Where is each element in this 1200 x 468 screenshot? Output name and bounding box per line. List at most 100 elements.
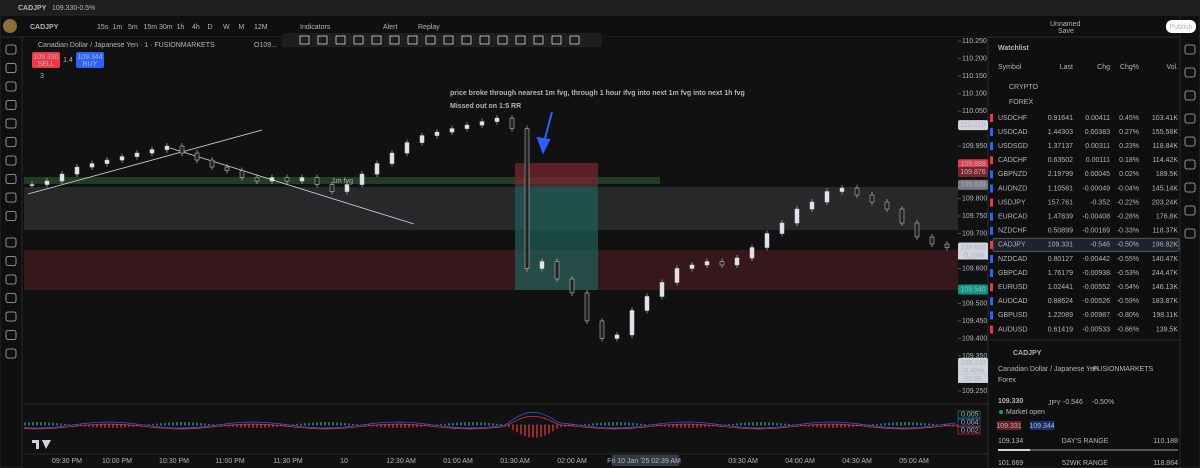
drawing-tool[interactable] <box>533 35 544 45</box>
watchlist-cell[interactable]: 1.47839 <box>1048 214 1073 221</box>
watchlist-cell[interactable]: 176.8K <box>1156 214 1179 221</box>
interval[interactable]: 5m <box>128 24 138 31</box>
watchlist-cell[interactable]: 157.761 <box>1048 199 1073 206</box>
watchlist-cell[interactable]: 155.58K <box>1152 129 1178 136</box>
watchlist-cell[interactable]: -0.86% <box>1117 326 1139 333</box>
watchlist-cell[interactable]: 109.331 <box>1048 242 1073 249</box>
watchlist-cell[interactable]: GBPNZD <box>998 171 1027 178</box>
interval[interactable]: M <box>239 24 245 31</box>
interval[interactable]: 1m <box>113 24 123 31</box>
tool-icon[interactable] <box>5 256 17 266</box>
drawing-tool[interactable] <box>569 35 580 45</box>
watchlist-cell[interactable]: 0.00111 <box>1086 157 1110 164</box>
watchlist-cell[interactable]: 0.88624 <box>1048 298 1073 305</box>
watchlist-cell[interactable]: 114.42K <box>1152 157 1178 164</box>
publish-button[interactable] <box>1166 20 1196 33</box>
watchlist-cell[interactable]: 203.24K <box>1152 199 1178 206</box>
watchlist-cell[interactable]: 1.44303 <box>1048 129 1073 136</box>
watchlist-cell[interactable]: -0.22% <box>1117 199 1139 206</box>
watchlist-cell[interactable]: -0.00533 <box>1082 326 1110 333</box>
side-icon[interactable] <box>1184 113 1196 124</box>
watchlist-cell[interactable]: 146.13K <box>1152 284 1178 291</box>
interval[interactable]: 4h <box>192 24 200 31</box>
watchlist-cell[interactable]: USDSGD <box>998 143 1028 150</box>
drawing-tool[interactable] <box>425 35 436 45</box>
tool-icon[interactable] <box>5 100 17 110</box>
watchlist-cell[interactable]: AUDUSD <box>998 326 1028 333</box>
tool-icon[interactable] <box>5 311 17 322</box>
indicators-button[interactable]: Indicators <box>300 24 331 31</box>
drawing-tool[interactable] <box>389 35 400 45</box>
side-icon[interactable] <box>1184 67 1196 78</box>
watchlist-cell[interactable]: -0.54% <box>1117 284 1139 291</box>
tool-icon[interactable] <box>5 44 17 55</box>
drawing-tool[interactable] <box>317 35 328 45</box>
watchlist-cell[interactable]: -0.59% <box>1117 298 1139 305</box>
watchlist-cell[interactable]: -0.04% <box>1117 185 1139 192</box>
watchlist-cell[interactable]: 145.14K <box>1152 185 1178 192</box>
watchlist-cell[interactable]: 0.61419 <box>1048 326 1073 333</box>
watchlist-cell[interactable]: -0.00552 <box>1082 284 1110 291</box>
watchlist-cell[interactable]: 0.00383 <box>1085 129 1110 136</box>
drawing-tool[interactable] <box>407 35 418 45</box>
watchlist-cell[interactable]: -0.00408 <box>1082 214 1110 221</box>
sell-button[interactable] <box>32 52 60 68</box>
drawing-tool[interactable] <box>461 35 472 45</box>
watchlist-cell[interactable]: 0.02% <box>1119 171 1139 178</box>
interval[interactable]: W <box>223 24 230 31</box>
side-icon[interactable] <box>1184 44 1196 55</box>
tool-icon[interactable] <box>5 211 17 221</box>
watchlist-cell[interactable]: 244.47K <box>1152 270 1178 277</box>
drawing-tool[interactable] <box>515 35 526 45</box>
indicator-count[interactable]: 3 <box>40 73 44 80</box>
watchlist-cell[interactable]: AUDNZD <box>998 185 1027 192</box>
layout-name[interactable]: Unnamed <box>1050 21 1080 28</box>
watchlist-cell[interactable]: 1.10581 <box>1048 185 1073 192</box>
watchlist-cell[interactable]: USDCHF <box>998 115 1027 122</box>
watchlist-cell[interactable]: 0.23% <box>1119 143 1139 150</box>
side-icon[interactable] <box>1184 182 1196 193</box>
drawing-tool[interactable] <box>551 35 562 45</box>
sell-label[interactable]: SELL <box>37 61 54 68</box>
watchlist-cell[interactable]: 1.37137 <box>1048 143 1073 150</box>
watchlist-cell[interactable]: 140.47K <box>1152 256 1178 263</box>
watchlist-cell[interactable]: 189.5K <box>1156 171 1179 178</box>
watchlist-cell[interactable]: -0.00049 <box>1082 185 1110 192</box>
tool-icon[interactable] <box>5 174 17 184</box>
tool-icon[interactable] <box>5 192 17 203</box>
drawing-tool[interactable] <box>353 35 364 45</box>
drawing-tool[interactable] <box>443 35 454 45</box>
tool-icon[interactable] <box>5 237 17 248</box>
save-label[interactable]: Save <box>1058 28 1074 35</box>
watchlist-cell[interactable]: -0.00169 <box>1082 228 1110 235</box>
interval[interactable]: 15m <box>144 24 158 31</box>
tool-icon[interactable] <box>5 63 17 73</box>
watchlist-cell[interactable]: -0.00938 <box>1082 270 1110 277</box>
watchlist-cell[interactable]: 0.63502 <box>1048 157 1073 164</box>
watchlist-cell[interactable]: 0.50899 <box>1048 228 1073 235</box>
watchlist-cell[interactable]: 2.19799 <box>1048 171 1073 178</box>
section-header[interactable]: CRYPTO <box>1009 84 1038 91</box>
symbol-search[interactable]: CADJPY <box>30 24 59 31</box>
drawing-tool[interactable] <box>335 35 346 45</box>
watchlist-cell[interactable]: 0.00411 <box>1085 115 1110 122</box>
watchlist-cell[interactable]: -0.53% <box>1117 270 1139 277</box>
watchlist-cell[interactable]: 103.41K <box>1152 115 1178 122</box>
watchlist-cell[interactable]: NZDCAD <box>998 256 1027 263</box>
drawing-tool[interactable] <box>299 35 310 45</box>
replay-button[interactable]: Replay <box>418 24 440 31</box>
watchlist-cell[interactable]: -0.80% <box>1117 312 1139 319</box>
watchlist-cell[interactable]: 0.91641 <box>1048 115 1073 122</box>
watchlist-cell[interactable]: 0.18% <box>1119 157 1139 164</box>
side-icon[interactable] <box>1184 136 1196 147</box>
watchlist-cell[interactable]: CADCHF <box>998 157 1027 164</box>
watchlist-cell[interactable]: 0.27% <box>1119 129 1139 136</box>
watchlist-cell[interactable]: -0.546 <box>1090 242 1110 249</box>
watchlist-cell[interactable]: -0.50% <box>1117 242 1139 249</box>
watchlist-cell[interactable]: USDCAD <box>998 129 1028 136</box>
tool-icon[interactable] <box>5 137 17 147</box>
tool-icon[interactable] <box>5 118 17 129</box>
tool-icon[interactable] <box>5 81 17 92</box>
tool-icon[interactable] <box>5 155 17 166</box>
watchlist-cell[interactable]: CADJPY <box>998 242 1026 249</box>
